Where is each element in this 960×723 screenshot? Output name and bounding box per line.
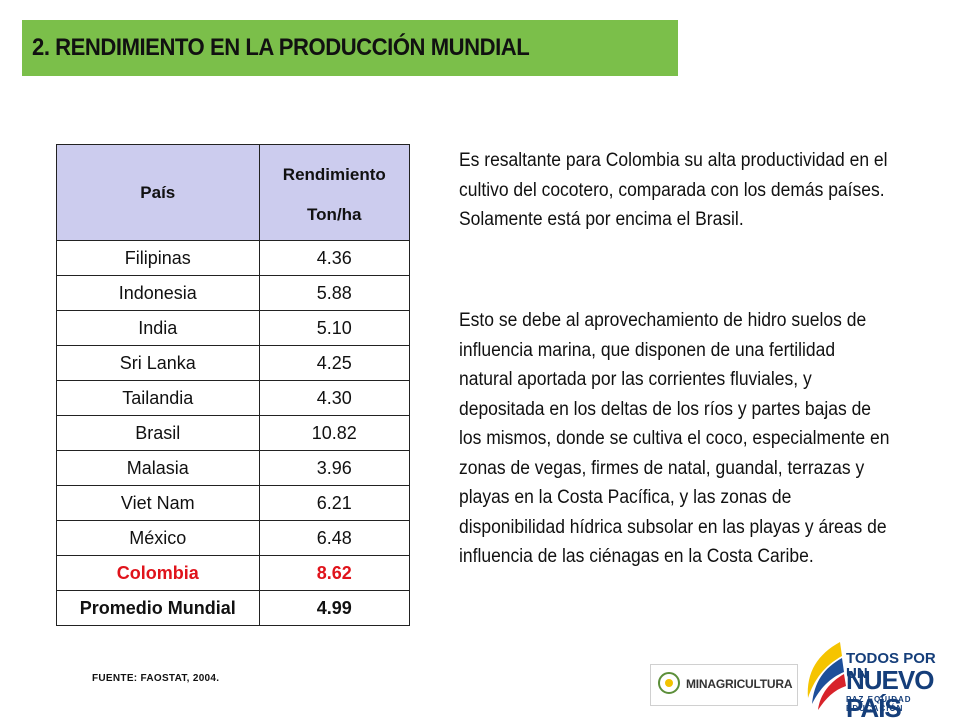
page-title: 2. RENDIMIENTO EN LA PRODUCCIÓN MUNDIAL <box>32 34 530 61</box>
table-row-colombia: Colombia 8.62 <box>56 555 411 591</box>
cell-yield: 6.48 <box>258 520 411 556</box>
header-country: País <box>56 144 260 241</box>
coat-of-arms-icon <box>658 672 680 694</box>
cell-yield: 4.25 <box>258 345 411 381</box>
source-note: FUENTE: FAOSTAT, 2004. <box>92 673 220 684</box>
table-row: Indonesia 5.88 <box>56 275 411 311</box>
cell-yield: 4.30 <box>258 380 411 416</box>
header-yield-label: Rendimiento <box>282 164 386 184</box>
table-row: India 5.10 <box>56 310 411 346</box>
cell-yield: 8.62 <box>258 555 411 591</box>
cell-yield: 4.36 <box>258 240 411 276</box>
minagricultura-logo-text: MINAGRICULTURA <box>686 677 793 691</box>
cell-country: India <box>56 310 260 346</box>
yield-table: País Rendimiento Ton/ha Filipinas 4.36 In… <box>56 144 411 626</box>
cell-yield: 6.21 <box>258 485 411 521</box>
cell-country: México <box>56 520 260 556</box>
cell-yield: 5.10 <box>258 310 411 346</box>
motto-logo-text: PAZ EQUIDAD EDUCACIÓN <box>846 695 912 713</box>
cell-yield: 3.96 <box>258 450 411 486</box>
title-banner <box>22 20 678 76</box>
table-row: México 6.48 <box>56 520 411 556</box>
table-row: Viet Nam 6.21 <box>56 485 411 521</box>
colombia-flag-swoosh-icon <box>807 642 846 710</box>
cell-yield: 5.88 <box>258 275 411 311</box>
paragraph-explanation: Esto se debe al aprovechamiento de hidro… <box>459 310 890 567</box>
table-row: Malasia 3.96 <box>56 450 411 486</box>
table-row: Brasil 10.82 <box>56 415 411 451</box>
table-row: Tailandia 4.30 <box>56 380 411 416</box>
cell-country: Promedio Mundial <box>56 590 260 626</box>
cell-country: Malasia <box>56 450 260 486</box>
nuevo-pais-logo-text: NUEVO PAÍS <box>846 665 934 723</box>
cell-country: Viet Nam <box>56 485 260 521</box>
cell-country: Brasil <box>56 415 260 451</box>
cell-country: Indonesia <box>56 275 260 311</box>
cell-yield: 10.82 <box>258 415 411 451</box>
paragraph-intro: Es resaltante para Colombia su alta prod… <box>459 150 888 230</box>
table-row: Sri Lanka 4.25 <box>56 345 411 381</box>
cell-country: Sri Lanka <box>56 345 260 381</box>
table-header-row: País Rendimiento Ton/ha <box>56 144 411 241</box>
cell-country: Colombia <box>56 555 260 591</box>
table-row-world-average: Promedio Mundial 4.99 <box>56 590 411 626</box>
todos-por-un-logo-text: TODOS POR UN <box>846 650 936 682</box>
cell-yield: 4.99 <box>258 590 411 626</box>
header-yield-unit: Ton/ha <box>307 204 362 224</box>
cell-country: Tailandia <box>56 380 260 416</box>
header-yield: Rendimiento Ton/ha <box>258 144 411 241</box>
cell-country: Filipinas <box>56 240 260 276</box>
table-row: Filipinas 4.36 <box>56 240 411 276</box>
